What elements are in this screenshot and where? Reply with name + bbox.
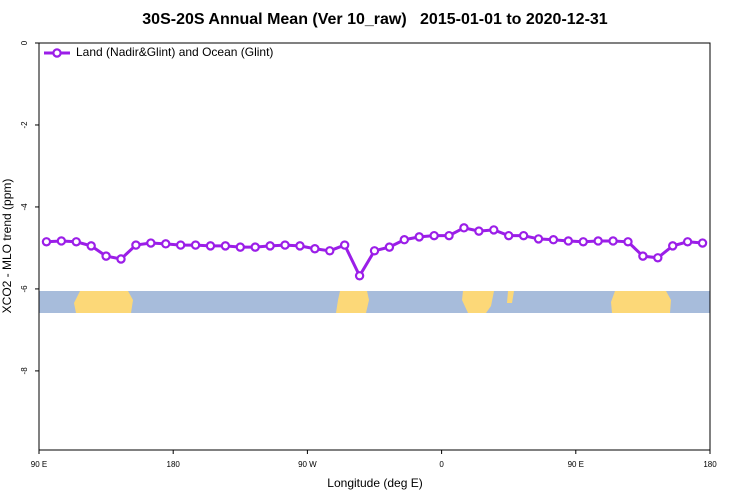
data-point [593, 236, 603, 246]
data-point [489, 225, 499, 235]
data-point [504, 230, 514, 241]
data-point [563, 236, 574, 246]
data-point [71, 237, 81, 247]
legend-marker [52, 48, 62, 58]
y-tick-label: -6 [20, 285, 29, 293]
data-point [41, 237, 52, 247]
data-point [608, 236, 618, 246]
data-point [697, 238, 708, 248]
data-point [414, 232, 424, 242]
chart-title: 30S-20S Annual Mean (Ver 10_raw) 2015-01… [142, 11, 608, 28]
data-point [101, 251, 111, 261]
data-point [86, 241, 96, 251]
data-point [399, 235, 410, 245]
y-tick-label: 0 [20, 40, 29, 45]
data-point [459, 223, 469, 233]
data-point [354, 271, 365, 281]
data-point [682, 237, 693, 247]
data-point [310, 244, 320, 254]
data-point [474, 226, 484, 236]
data-point [205, 241, 216, 251]
data-point [668, 241, 678, 251]
data-point [131, 240, 141, 250]
data-point [623, 237, 633, 247]
x-tick-label: 90 W [298, 460, 317, 469]
x-tick-label: 180 [167, 460, 181, 469]
data-point [548, 235, 559, 245]
data-point [146, 238, 156, 248]
x-tick-label: 0 [439, 460, 444, 469]
data-point [295, 241, 305, 251]
data-point [190, 240, 201, 250]
x-axis-label: Longitude (deg E) [327, 476, 422, 490]
data-point [444, 230, 454, 241]
data-point [429, 230, 439, 241]
data-point [369, 246, 380, 256]
data-point [638, 251, 648, 261]
x-tick-label: 90 E [31, 460, 47, 469]
y-axis-label: XCO2 - MLO trend (ppm) [0, 179, 14, 314]
data-point [116, 254, 126, 264]
data-point [533, 234, 544, 244]
legend-label: Land (Nadir&Glint) and Ocean (Glint) [76, 45, 273, 59]
plot-frame [38, 42, 711, 451]
y-tick-label: -8 [20, 367, 29, 375]
data-point [280, 240, 290, 250]
data-point [175, 240, 186, 250]
data-point [653, 253, 663, 263]
data-point [384, 242, 395, 252]
data-point [265, 241, 275, 251]
data-point [220, 241, 231, 251]
x-tick-label: 180 [703, 460, 717, 469]
data-point [325, 246, 335, 256]
data-point [235, 242, 245, 252]
data-point [339, 240, 350, 250]
data-point [56, 236, 67, 246]
data-point [161, 239, 171, 249]
y-tick-label: -4 [20, 203, 29, 211]
y-tick-label: -2 [20, 121, 29, 129]
data-point [518, 230, 529, 241]
x-tick-label: 90 E [568, 460, 584, 469]
data-point [578, 237, 588, 247]
land-ocean-strip [39, 291, 710, 313]
data-point [250, 242, 260, 252]
